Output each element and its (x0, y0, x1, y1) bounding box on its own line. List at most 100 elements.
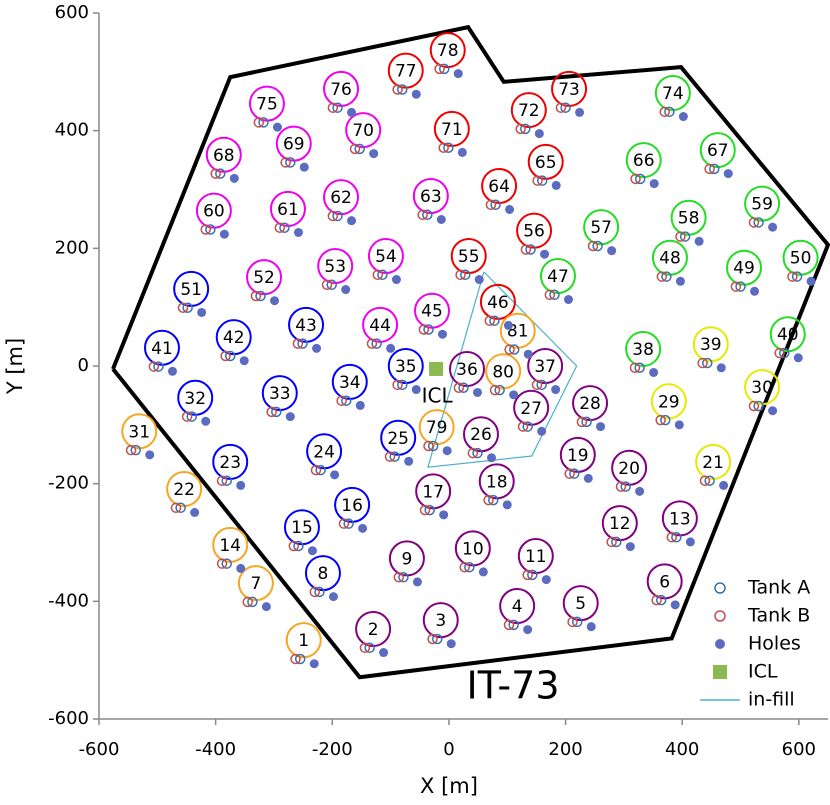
tank (730, 281, 742, 292)
tank (753, 400, 764, 412)
hole (716, 363, 726, 373)
tank (567, 616, 578, 628)
hole (197, 307, 207, 317)
tank (371, 338, 382, 349)
tank (200, 224, 211, 235)
tank (326, 279, 337, 291)
tank (349, 143, 361, 155)
hole (299, 162, 309, 172)
y-tick-label: -200 (48, 473, 89, 494)
tank (487, 494, 499, 506)
tank (372, 269, 384, 281)
hole (404, 456, 414, 466)
y-tick-label: 400 (55, 120, 89, 141)
tank (297, 338, 308, 349)
hole (551, 180, 561, 190)
hole (312, 343, 322, 353)
legend-label: Tank B (747, 605, 810, 627)
tank (332, 102, 343, 113)
station-label: 75 (256, 95, 278, 115)
tank (453, 382, 465, 394)
tank (389, 451, 400, 462)
hole (723, 169, 733, 179)
hole (453, 69, 463, 79)
hole (309, 659, 319, 669)
tank (250, 290, 262, 302)
tank (515, 123, 526, 135)
tank (666, 531, 677, 543)
station-label: 51 (180, 280, 202, 300)
station-label: 63 (420, 187, 442, 207)
station-label: 12 (609, 514, 631, 534)
tank (327, 210, 339, 222)
station-label: 24 (313, 442, 335, 462)
tank (774, 347, 785, 359)
hole (285, 412, 295, 422)
hole (678, 112, 688, 122)
tank (709, 163, 720, 175)
tank (544, 289, 556, 301)
hole (328, 592, 338, 602)
y-tick-label: -400 (48, 590, 89, 611)
tank (615, 481, 627, 492)
hole (649, 367, 659, 377)
tank (484, 315, 495, 326)
tank (748, 217, 760, 228)
station-label: 74 (662, 84, 684, 104)
legend-label: in-fill (748, 689, 795, 711)
station-label: 5 (575, 594, 586, 614)
hole (793, 353, 803, 363)
legend-label: Holes (748, 633, 801, 655)
y-tick-label: 200 (55, 237, 89, 258)
hole (586, 622, 596, 632)
station-label: 76 (330, 80, 352, 100)
tank (455, 269, 466, 281)
tank (581, 416, 592, 428)
station-label: 52 (253, 268, 275, 288)
hole (236, 480, 246, 490)
hole (768, 222, 778, 232)
tank (309, 586, 321, 598)
station-label: 9 (402, 549, 413, 569)
infill-polygon (427, 271, 578, 468)
hole (145, 450, 155, 460)
tank (148, 361, 160, 372)
tank (532, 175, 543, 186)
tank (258, 117, 269, 128)
x-tick-label: 600 (782, 739, 816, 760)
hole (719, 480, 729, 490)
hole (537, 426, 547, 436)
y-tick-label: 600 (55, 2, 89, 23)
station-label: 77 (395, 62, 417, 82)
legend-swatch (715, 639, 725, 649)
tank (549, 289, 560, 301)
tank (483, 494, 494, 506)
tank (656, 271, 668, 282)
station-label: 55 (458, 247, 480, 267)
tank (366, 338, 378, 349)
station-label: 37 (534, 357, 556, 377)
station-label: 32 (184, 389, 206, 409)
station-label: 17 (422, 482, 444, 502)
tank (522, 569, 533, 581)
station-label: 1 (298, 631, 309, 651)
station-label: 39 (700, 335, 722, 355)
tank (181, 411, 193, 422)
hole (236, 563, 246, 573)
x-tick-label: -600 (79, 739, 120, 760)
x-tick-label: 0 (443, 739, 454, 760)
station-label: 4 (512, 597, 523, 617)
tank (660, 414, 671, 426)
hole (541, 575, 551, 585)
hole (675, 276, 685, 286)
station-label: 40 (777, 325, 799, 345)
hole (563, 295, 573, 305)
tank (434, 63, 445, 75)
tank (675, 231, 686, 242)
station-label: 26 (470, 425, 492, 445)
station-label: 34 (339, 373, 361, 393)
tank (560, 102, 571, 113)
hole (293, 227, 303, 237)
tank (153, 361, 164, 372)
station-label: 71 (441, 120, 463, 140)
